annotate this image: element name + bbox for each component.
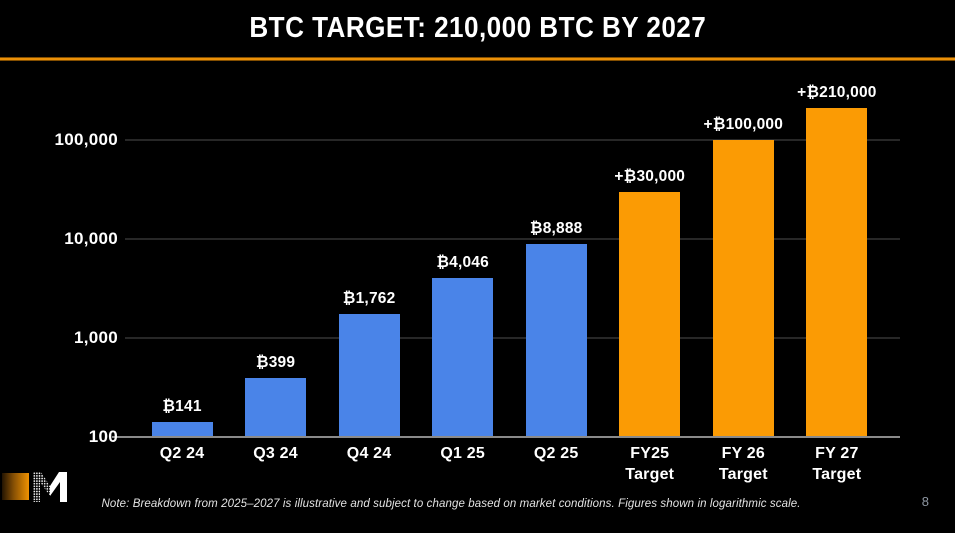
bar-value-label: ₿399 xyxy=(255,353,296,371)
x-axis-label-line: Target xyxy=(812,466,862,483)
x-axis-label: Q1 25 xyxy=(413,443,513,464)
x-axis-label-line: Q2 24 xyxy=(159,445,205,462)
x-axis-label-line: Q4 24 xyxy=(346,445,392,462)
logo-gradient-square-icon xyxy=(2,473,29,500)
x-axis-label-line: FY 27 xyxy=(815,445,859,462)
x-axis-label-line: Q3 24 xyxy=(253,445,298,462)
metaplanet-logo xyxy=(0,470,75,506)
x-axis-line xyxy=(112,436,900,438)
page-title: BTC TARGET: 210,000 BTC BY 2027 xyxy=(0,12,955,45)
x-axis-label: Q2 25 xyxy=(506,443,606,464)
bar-value-label: ₿8,888 xyxy=(529,220,583,238)
x-axis-label: FY 27 Target xyxy=(787,443,887,485)
bar xyxy=(525,244,587,436)
bar xyxy=(151,422,213,436)
y-axis-label: 1,000 xyxy=(73,328,118,347)
logo-m-icon xyxy=(33,472,67,502)
page-title-text: BTC TARGET: 210,000 BTC BY 2027 xyxy=(249,12,706,44)
bar-value-label: ₿1,762 xyxy=(342,289,396,307)
bar-value-label: +₿100,000 xyxy=(703,116,784,133)
bar-value-label: ₿141 xyxy=(162,398,202,416)
bar-value-label: ₿4,046 xyxy=(436,253,489,271)
gridline xyxy=(125,139,900,141)
x-axis-label: Q3 24 xyxy=(226,443,326,464)
bar xyxy=(338,313,400,436)
gridline xyxy=(125,337,900,339)
bar xyxy=(619,191,681,436)
footnote: Note: Breakdown from 2025–2027 is illust… xyxy=(101,498,801,510)
y-axis-label: 10,000 xyxy=(64,229,118,248)
x-axis-label-line: Target xyxy=(625,466,675,483)
y-axis-label: 100,000 xyxy=(54,130,118,149)
bar-value-label: +₿30,000 xyxy=(614,167,686,185)
page-number: 8 xyxy=(921,494,929,509)
x-axis-label-line: FY 26 xyxy=(721,445,765,462)
x-axis-label: Q4 24 xyxy=(319,443,419,464)
bar xyxy=(245,377,307,436)
title-divider-rule xyxy=(0,57,955,61)
bar xyxy=(806,108,868,436)
x-axis-label-line: Q1 25 xyxy=(440,445,485,462)
x-axis-label-line: FY25 xyxy=(630,445,670,462)
gridline xyxy=(125,238,900,240)
x-axis-label: Q2 24 xyxy=(132,443,232,464)
y-axis-label: 100 xyxy=(88,427,118,446)
x-axis-label-line: Target xyxy=(718,466,768,483)
x-axis-label: FY 26 Target xyxy=(693,443,793,485)
x-axis-label: FY25 Target xyxy=(600,443,700,485)
bar-value-label: +₿210,000 xyxy=(797,84,877,102)
bar xyxy=(712,140,774,436)
bar xyxy=(432,277,494,436)
x-axis-label-line: Q2 25 xyxy=(533,445,579,462)
